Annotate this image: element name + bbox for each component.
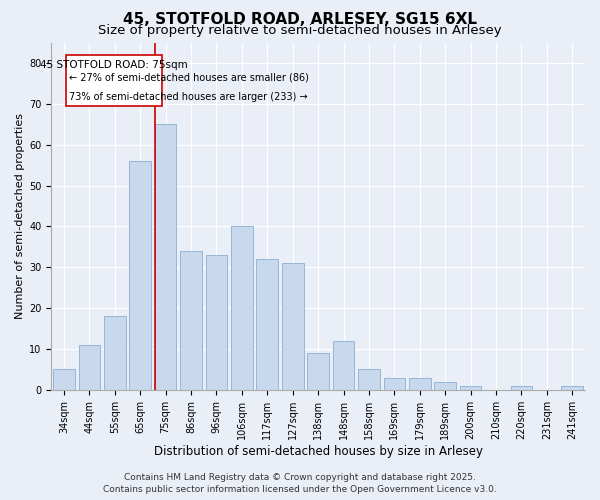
X-axis label: Distribution of semi-detached houses by size in Arlesey: Distribution of semi-detached houses by … <box>154 444 482 458</box>
Bar <box>231 226 253 390</box>
Bar <box>358 370 380 390</box>
Bar <box>511 386 532 390</box>
Y-axis label: Number of semi-detached properties: Number of semi-detached properties <box>15 113 25 319</box>
Bar <box>307 353 329 390</box>
Text: 45, STOTFOLD ROAD, ARLESEY, SG15 6XL: 45, STOTFOLD ROAD, ARLESEY, SG15 6XL <box>123 12 477 28</box>
Bar <box>333 341 355 390</box>
Bar <box>104 316 125 390</box>
Bar <box>434 382 456 390</box>
Bar <box>409 378 431 390</box>
Bar <box>256 259 278 390</box>
Bar <box>282 263 304 390</box>
Bar <box>53 370 75 390</box>
Bar <box>66 55 162 106</box>
Text: 45 STOTFOLD ROAD: 75sqm: 45 STOTFOLD ROAD: 75sqm <box>40 60 188 70</box>
Bar <box>155 124 176 390</box>
Text: Size of property relative to semi-detached houses in Arlesey: Size of property relative to semi-detach… <box>98 24 502 37</box>
Bar <box>562 386 583 390</box>
Text: Contains HM Land Registry data © Crown copyright and database right 2025.
Contai: Contains HM Land Registry data © Crown c… <box>103 472 497 494</box>
Bar <box>180 251 202 390</box>
Bar <box>460 386 481 390</box>
Bar <box>206 255 227 390</box>
Text: ← 27% of semi-detached houses are smaller (86): ← 27% of semi-detached houses are smalle… <box>69 72 309 83</box>
Text: 73% of semi-detached houses are larger (233) →: 73% of semi-detached houses are larger (… <box>69 92 308 102</box>
Bar <box>383 378 405 390</box>
Bar <box>79 345 100 390</box>
Bar <box>130 161 151 390</box>
